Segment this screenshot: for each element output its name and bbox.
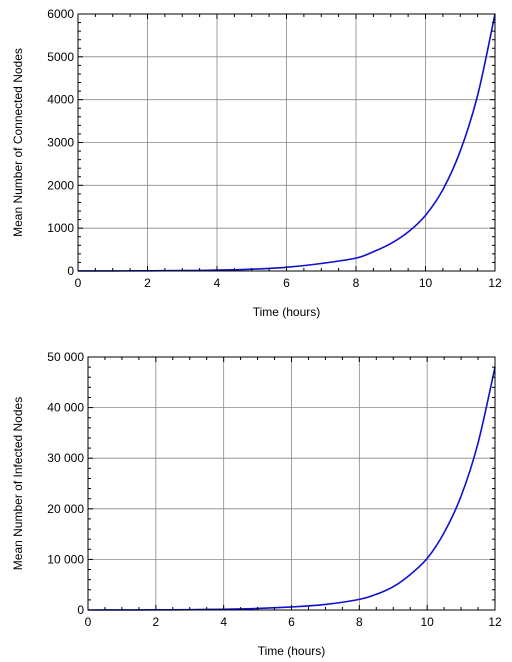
x-tick-label: 8 bbox=[353, 276, 360, 290]
y-tick-label: 20 000 bbox=[47, 502, 84, 516]
y-tick-label: 6000 bbox=[47, 7, 74, 21]
grid bbox=[88, 357, 495, 610]
x-tick-labels: 0 2 4 6 8 10 12 bbox=[75, 276, 502, 290]
y-tick-label: 0 bbox=[67, 264, 74, 278]
chart-connected-nodes: 0 2 4 6 8 10 12 0 1000 2000 3000 4000 5000 6000 Time… bbox=[11, 7, 502, 319]
x-axis-label: Time (hours) bbox=[253, 305, 321, 319]
x-tick-label: 0 bbox=[75, 276, 82, 290]
y-tick-label: 3000 bbox=[47, 136, 74, 150]
y-tick-label: 0 bbox=[77, 603, 84, 617]
x-tick-labels: 0 2 4 6 8 10 12 bbox=[85, 615, 502, 629]
y-tick-label: 50 000 bbox=[47, 350, 84, 364]
x-tick-label: 10 bbox=[420, 615, 434, 629]
y-tick-label: 1000 bbox=[47, 221, 74, 235]
grid bbox=[78, 14, 495, 271]
x-tick-label: 10 bbox=[419, 276, 433, 290]
y-tick-label: 30 000 bbox=[47, 451, 84, 465]
x-tick-label: 6 bbox=[288, 615, 295, 629]
x-tick-label: 4 bbox=[220, 615, 227, 629]
x-tick-label: 12 bbox=[488, 276, 502, 290]
chart-infected-nodes: 0 2 4 6 8 10 12 0 10 000 20 000 30 000 40 000 50 00… bbox=[11, 350, 502, 658]
x-tick-label: 8 bbox=[356, 615, 363, 629]
x-axis-label: Time (hours) bbox=[258, 644, 326, 658]
x-tick-label: 2 bbox=[152, 615, 159, 629]
x-tick-label: 0 bbox=[85, 615, 92, 629]
x-tick-label: 4 bbox=[214, 276, 221, 290]
y-tick-label: 40 000 bbox=[47, 401, 84, 415]
y-tick-label: 10 000 bbox=[47, 552, 84, 566]
axis-ticks bbox=[87, 356, 496, 611]
y-tick-label: 5000 bbox=[47, 50, 74, 64]
y-axis-label: Mean Number of Connected Nodes bbox=[11, 48, 25, 237]
axis-ticks bbox=[77, 13, 496, 272]
y-tick-label: 2000 bbox=[47, 178, 74, 192]
x-tick-label: 6 bbox=[283, 276, 290, 290]
x-tick-label: 12 bbox=[488, 615, 502, 629]
y-tick-labels: 0 10 000 20 000 30 000 40 000 50 000 bbox=[47, 350, 84, 617]
y-tick-labels: 0 1000 2000 3000 4000 5000 6000 bbox=[47, 7, 74, 278]
y-axis-label: Mean Number of Infected Nodes bbox=[11, 397, 25, 570]
y-tick-label: 4000 bbox=[47, 93, 74, 107]
x-tick-label: 2 bbox=[144, 276, 151, 290]
